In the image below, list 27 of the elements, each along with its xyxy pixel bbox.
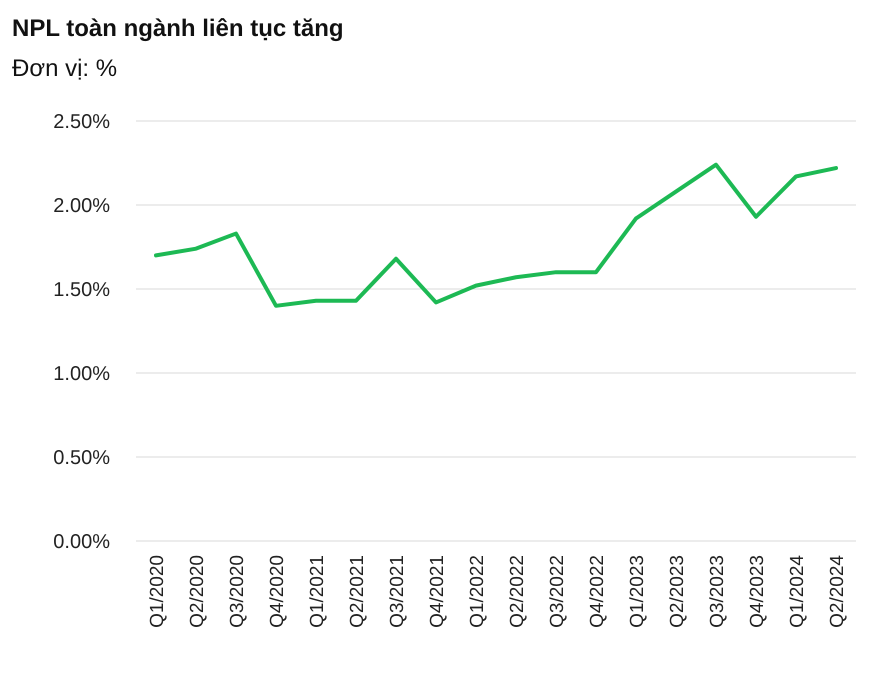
x-tick-label: Q3/2023 — [707, 555, 728, 628]
chart-subtitle: Đơn vị: % — [12, 55, 118, 82]
x-tick-label: Q1/2024 — [787, 554, 808, 628]
x-tick-label: Q2/2022 — [507, 555, 528, 628]
x-tick-label: Q4/2023 — [747, 555, 768, 628]
x-tick-label: Q4/2021 — [427, 555, 448, 628]
x-tick-label: Q3/2020 — [227, 555, 248, 628]
y-tick-label: 2.00% — [53, 195, 110, 217]
x-tick-label: Q1/2021 — [307, 555, 328, 628]
x-tick-label: Q3/2022 — [547, 555, 568, 628]
y-tick-label: 1.00% — [53, 363, 110, 385]
x-tick-label: Q2/2024 — [827, 554, 848, 628]
x-tick-label: Q4/2020 — [267, 555, 288, 628]
y-tick-label: 0.50% — [53, 447, 110, 469]
x-tick-label: Q1/2022 — [467, 555, 488, 628]
x-tick-label: Q1/2023 — [627, 555, 648, 628]
x-tick-label: Q1/2020 — [147, 555, 168, 628]
line-series — [154, 162, 838, 308]
y-tick-label: 0.00% — [53, 531, 110, 553]
y-tick-label: 1.50% — [53, 279, 110, 301]
x-tick-label: Q2/2023 — [667, 555, 688, 628]
x-tick-label: Q2/2020 — [187, 555, 208, 628]
x-tick-label: Q3/2021 — [387, 555, 408, 628]
x-tick-label: Q2/2021 — [347, 555, 368, 628]
chart-title: NPL toàn ngành liên tục tăng — [12, 15, 344, 42]
x-tick-label: Q4/2022 — [587, 555, 608, 628]
y-tick-label: 2.50% — [53, 111, 110, 133]
